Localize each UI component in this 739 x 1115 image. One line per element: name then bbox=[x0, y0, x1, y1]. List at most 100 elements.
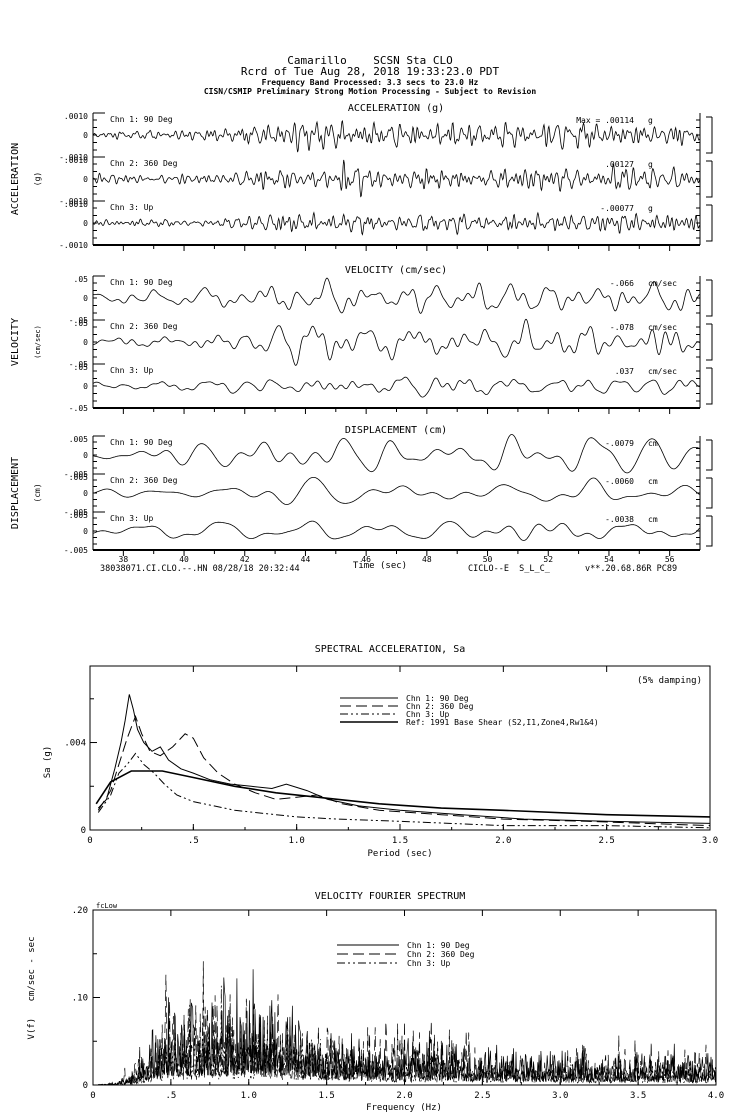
scale-bracket bbox=[706, 279, 713, 317]
y-tick-label-zero: 0 bbox=[83, 338, 88, 347]
scale-bracket bbox=[706, 116, 713, 154]
channel-label: Chn 1: 90 Deg bbox=[110, 115, 173, 124]
header-station-line: Camarillo SCSN Sta CLO bbox=[287, 54, 453, 67]
y-tick-label-top: .0010 bbox=[64, 200, 88, 209]
peak-unit-label: cm/sec bbox=[648, 279, 677, 288]
y-tick-label-zero: 0 bbox=[83, 175, 88, 184]
time-axis-label: Time (sec) bbox=[353, 561, 407, 571]
legend-label: Chn 2: 360 Deg bbox=[406, 702, 474, 711]
y-tick-label-top: .0010 bbox=[64, 112, 88, 121]
peak-value-label: .00127 bbox=[605, 160, 634, 169]
time-tick-label: 48 bbox=[422, 555, 432, 564]
x-tick-label: 1.5 bbox=[392, 836, 408, 846]
footer-record-id: 38038071.CI.CLO.--.HN 08/28/18 20:32:44 bbox=[100, 564, 300, 574]
y-tick-label: 0 bbox=[83, 1081, 88, 1091]
velocity-axis-unit: (cm/sec) bbox=[34, 325, 42, 359]
x-tick-label: 1.0 bbox=[241, 1091, 257, 1101]
peak-value-label: -.078 bbox=[610, 323, 634, 332]
x-tick-label: 0 bbox=[90, 1091, 95, 1101]
y-tick-label-bottom: -.0010 bbox=[59, 241, 88, 250]
scale-bracket bbox=[706, 515, 713, 547]
time-tick-label: 38 bbox=[119, 555, 129, 564]
frequency-axis-label: Frequency (Hz) bbox=[366, 1103, 442, 1113]
scale-bracket bbox=[706, 477, 713, 509]
legend-label: Chn 1: 90 Deg bbox=[406, 694, 469, 703]
y-tick-label-top: .05 bbox=[74, 319, 89, 328]
y-tick-label-bottom: -.0010 bbox=[59, 153, 88, 162]
displacement-axis-unit: (cm) bbox=[33, 483, 42, 502]
time-tick-label: 46 bbox=[361, 555, 371, 564]
waveform-trace bbox=[92, 120, 700, 153]
spectral-curve bbox=[97, 694, 711, 824]
footer-process-code: CICLO--E S_L_C_ bbox=[468, 564, 551, 574]
y-tick-label-zero: 0 bbox=[83, 219, 88, 228]
channel-label: Chn 1: 90 Deg bbox=[110, 438, 173, 447]
time-tick-label: 52 bbox=[543, 555, 553, 564]
time-series-plots: .0010 0 -.0010 Chn 1: 90 Deg Max = .00114 g .0… bbox=[59, 112, 713, 564]
peak-unit-label: g bbox=[648, 204, 653, 213]
y-tick-label-bottom: -.05 bbox=[69, 360, 88, 369]
waveform-trace bbox=[92, 476, 700, 506]
peak-unit-label: cm bbox=[648, 515, 658, 524]
fourier-plot-title: VELOCITY FOURIER SPECTRUM bbox=[315, 891, 466, 902]
y-tick-label-top: .005 bbox=[69, 435, 88, 444]
acceleration-axis-unit: (g) bbox=[33, 172, 42, 186]
velocity-axis-label: VELOCITY bbox=[10, 318, 21, 366]
legend-label: Ref: 1991 Base Shear (S2,I1,Zone4,Rw1&4) bbox=[406, 718, 599, 727]
y-tick-label-bottom: -.005 bbox=[64, 508, 88, 517]
x-tick-label: 1.5 bbox=[318, 1091, 334, 1101]
y-tick-label-zero: 0 bbox=[83, 382, 88, 391]
waveform-trace bbox=[92, 277, 700, 314]
fourier-curve bbox=[93, 985, 716, 1086]
x-tick-label: .5 bbox=[165, 1091, 176, 1101]
time-tick-label: 40 bbox=[179, 555, 189, 564]
y-tick-label-bottom: -.0010 bbox=[59, 197, 88, 206]
period-axis-label: Period (sec) bbox=[367, 849, 432, 859]
channel-label: Chn 3: Up bbox=[110, 366, 154, 375]
legend-label: Chn 1: 90 Deg bbox=[407, 941, 470, 950]
spectral-plot-title: SPECTRAL ACCELERATION, Sa bbox=[315, 644, 466, 655]
y-tick-label-zero: 0 bbox=[83, 451, 88, 460]
x-tick-label: 2.5 bbox=[599, 836, 615, 846]
spectral-curve bbox=[95, 770, 711, 818]
scale-bracket bbox=[706, 160, 713, 198]
acceleration-panel-title: ACCELERATION (g) bbox=[348, 103, 444, 114]
footer-version-code: v**.20.68.86R PC89 bbox=[585, 564, 677, 574]
x-tick-label: 2.0 bbox=[396, 1091, 412, 1101]
peak-unit-label: cm/sec bbox=[648, 367, 677, 376]
channel-label: Chn 2: 360 Deg bbox=[110, 476, 178, 485]
waveform-trace bbox=[92, 434, 700, 474]
peak-unit-label: g bbox=[648, 116, 653, 125]
fourier-curve bbox=[93, 961, 716, 1086]
scale-bracket bbox=[706, 323, 713, 361]
displacement-axis-label: DISPLACEMENT bbox=[10, 457, 21, 529]
peak-unit-label: cm/sec bbox=[648, 323, 677, 332]
header-disclaimer-line: CISN/CSMIP Preliminary Strong Motion Pro… bbox=[204, 86, 537, 96]
damping-note: (5% damping) bbox=[637, 676, 702, 686]
y-tick-label-top: .05 bbox=[74, 363, 89, 372]
waveform-trace bbox=[93, 318, 700, 366]
header-record-line: Rcrd of Tue Aug 28, 2018 19:33:23.0 PDT bbox=[241, 65, 500, 78]
scale-bracket bbox=[706, 204, 713, 242]
y-tick-label-zero: 0 bbox=[83, 489, 88, 498]
waveform-trace bbox=[92, 211, 700, 236]
y-tick-label-zero: 0 bbox=[83, 527, 88, 536]
time-tick-label: 56 bbox=[665, 555, 675, 564]
legend-label: Chn 3: Up bbox=[406, 710, 450, 719]
peak-unit-label: g bbox=[648, 160, 653, 169]
x-tick-label: 3.0 bbox=[702, 836, 718, 846]
x-tick-label: .5 bbox=[188, 836, 199, 846]
y-tick-label-top: .0010 bbox=[64, 156, 88, 165]
sa-axis-label: Sa (g) bbox=[43, 746, 53, 779]
velocity-fourier-spectrum-plot: 0 .10 .20 0 .5 1.0 1.5 2.0 2.5 3.0 3.5 4.0 Chn 1: 90… bbox=[72, 906, 724, 1101]
y-tick-label-top: .005 bbox=[69, 511, 88, 520]
displacement-panel-title: DISPLACEMENT (cm) bbox=[345, 425, 447, 436]
y-tick-label-top: .05 bbox=[74, 275, 89, 284]
y-tick-label-zero: 0 bbox=[83, 294, 88, 303]
x-tick-label: 2.0 bbox=[495, 836, 511, 846]
legend-label: Chn 2: 360 Deg bbox=[407, 950, 475, 959]
spectral-curve bbox=[97, 714, 711, 827]
y-tick-label-zero: 0 bbox=[83, 131, 88, 140]
plot-frame bbox=[92, 909, 717, 1086]
